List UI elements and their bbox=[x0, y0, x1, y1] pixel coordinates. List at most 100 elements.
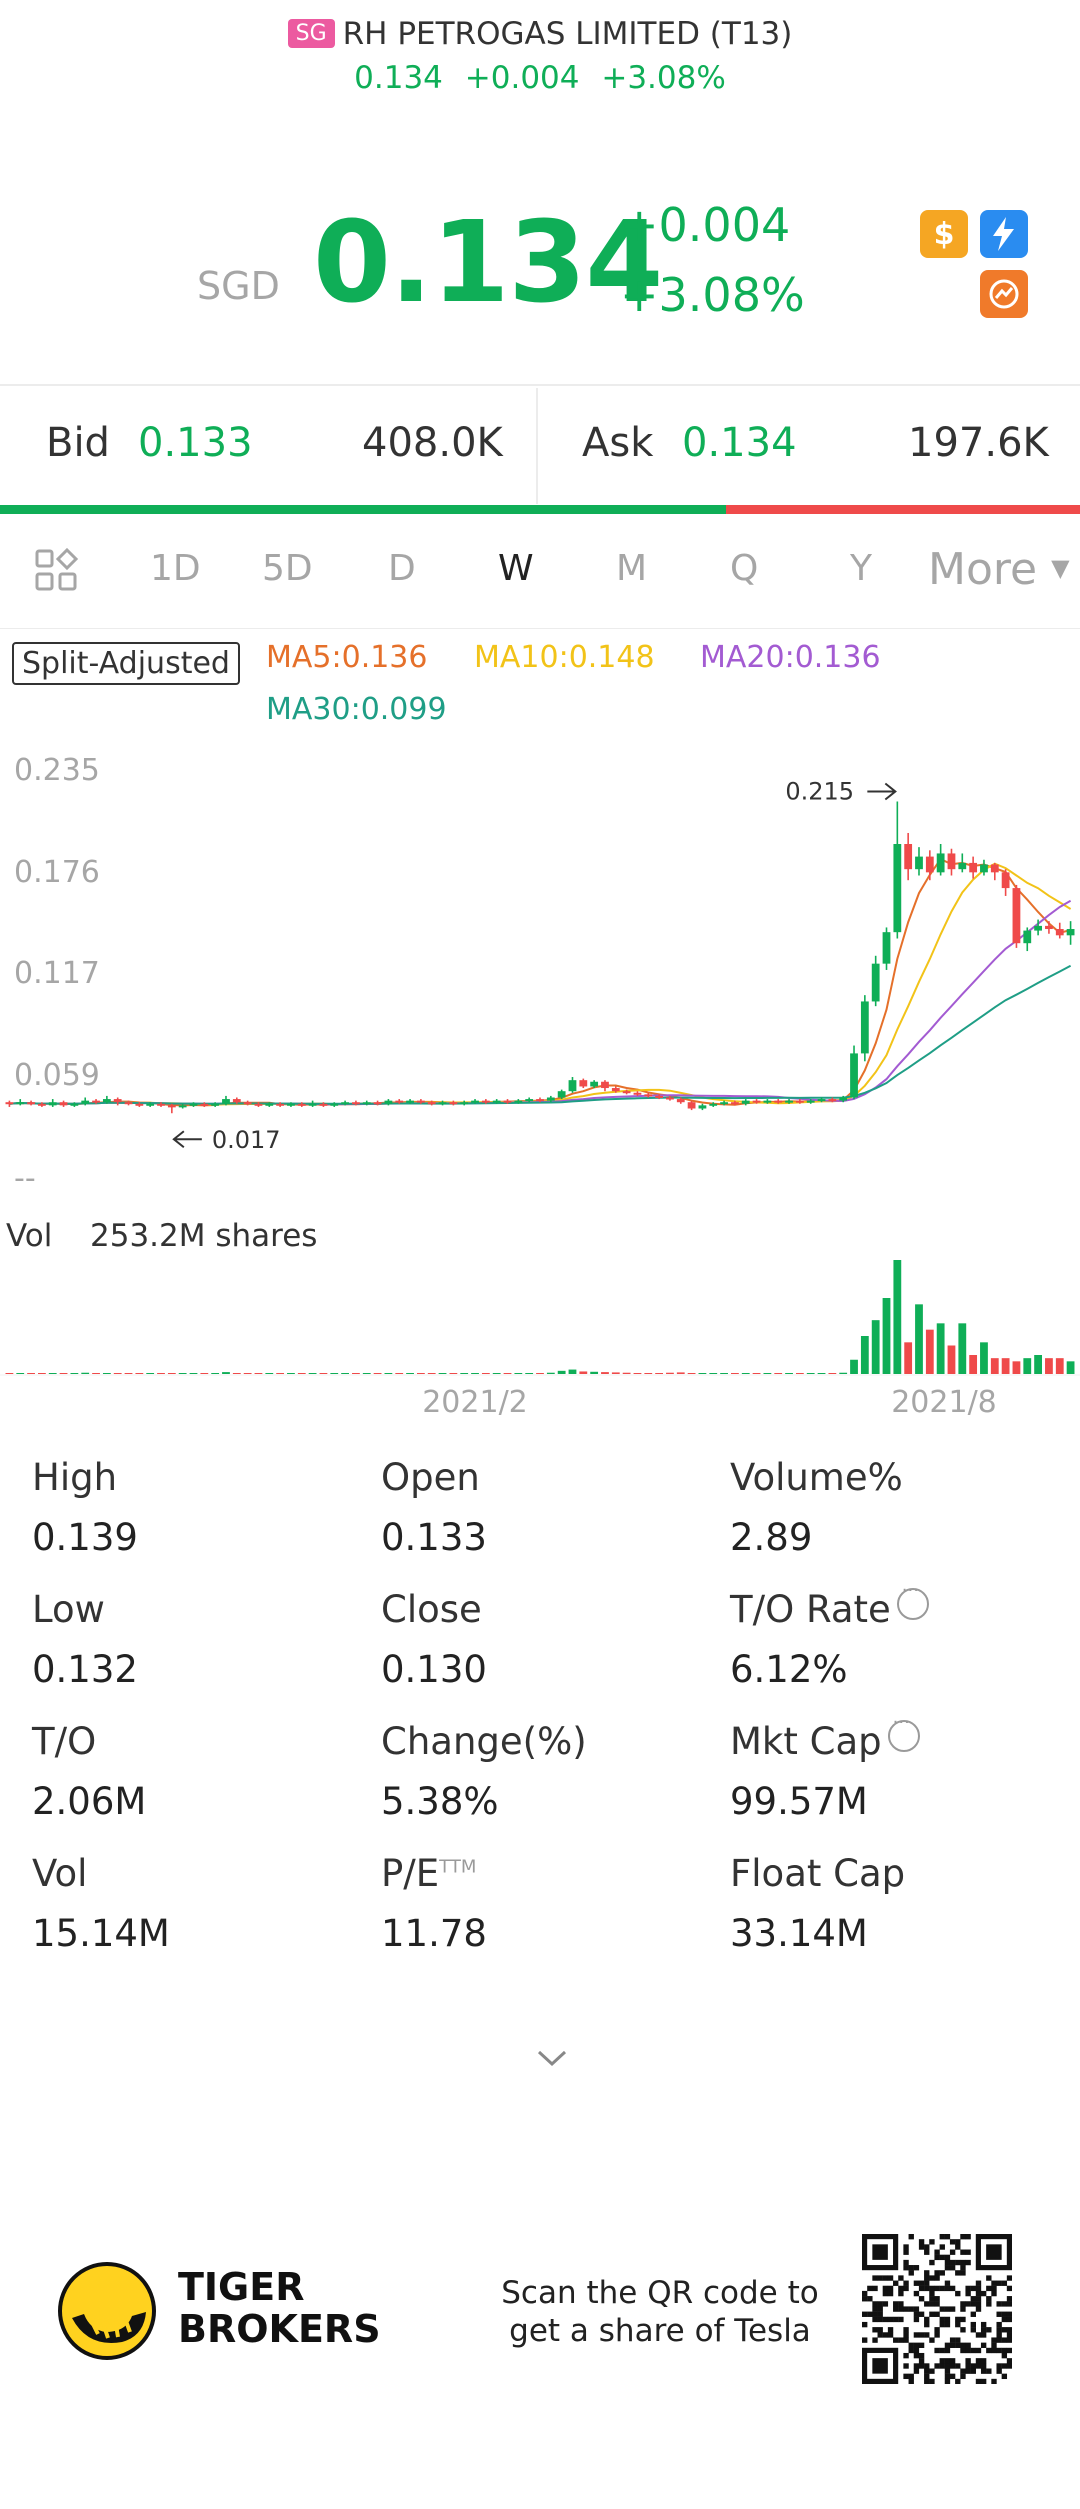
qr-module bbox=[965, 2301, 971, 2307]
qr-module bbox=[887, 2275, 894, 2281]
candle-body bbox=[48, 1102, 57, 1106]
volume-bar bbox=[915, 1304, 923, 1374]
candle-body bbox=[817, 1099, 826, 1102]
qr-module bbox=[949, 2239, 956, 2245]
qr-module bbox=[975, 2290, 982, 2297]
candle-body bbox=[514, 1100, 523, 1103]
volume-bar bbox=[1055, 1358, 1064, 1374]
qr-module bbox=[887, 2332, 894, 2338]
y-tick-label: 0.117 bbox=[14, 956, 100, 991]
ma10-line bbox=[9, 862, 1072, 1106]
candle-body bbox=[839, 1097, 848, 1101]
tab-d[interactable]: D bbox=[388, 548, 416, 589]
volume-bar bbox=[828, 1373, 837, 1374]
candle-body bbox=[427, 1102, 436, 1105]
qr-module bbox=[980, 2342, 987, 2348]
stat-label: Volume% bbox=[730, 1456, 903, 1499]
stat-value: 0.139 bbox=[32, 1516, 138, 1559]
candle-body bbox=[806, 1100, 815, 1103]
qr-module bbox=[970, 2347, 976, 2354]
candle-body bbox=[1055, 929, 1064, 936]
qr-module bbox=[1001, 2311, 1008, 2317]
candle-body bbox=[1023, 930, 1032, 944]
expand-chevron-icon[interactable] bbox=[536, 2048, 568, 2072]
qr-module bbox=[975, 2296, 982, 2302]
candle-body bbox=[828, 1099, 837, 1102]
qr-module bbox=[955, 2363, 961, 2369]
qr-module bbox=[939, 2244, 945, 2250]
candle-body bbox=[546, 1097, 555, 1101]
volume-bar bbox=[16, 1373, 25, 1374]
tab-y[interactable]: Y bbox=[850, 548, 872, 589]
tab-5d[interactable]: 5D bbox=[262, 548, 313, 589]
candle-body bbox=[655, 1095, 664, 1098]
qr-module bbox=[898, 2316, 904, 2323]
chart-layout-icon[interactable] bbox=[34, 547, 80, 598]
volume-bar bbox=[568, 1369, 577, 1374]
volume-bar bbox=[287, 1373, 295, 1374]
qr-module bbox=[918, 2285, 925, 2292]
qr-module bbox=[996, 2332, 1002, 2338]
dollar-badge-icon[interactable]: $ bbox=[920, 210, 968, 258]
divider bbox=[0, 384, 1080, 386]
split-adjusted-button[interactable]: Split-Adjusted bbox=[12, 642, 240, 685]
candle-body bbox=[795, 1100, 804, 1103]
volume-bar bbox=[373, 1373, 382, 1374]
volume-bar bbox=[38, 1373, 46, 1374]
qr-module bbox=[996, 2363, 1002, 2369]
ma30-label: MA30:0.099 bbox=[266, 692, 447, 727]
tab-m[interactable]: M bbox=[616, 548, 648, 589]
volume-bar bbox=[243, 1373, 252, 1374]
info-icon[interactable] bbox=[887, 1712, 920, 1752]
qr-module bbox=[924, 2280, 930, 2286]
qr-module bbox=[960, 2265, 966, 2271]
stat-label-text: Mkt Cap bbox=[730, 1720, 882, 1763]
currency-label: SGD bbox=[197, 264, 280, 308]
candle-body bbox=[904, 844, 913, 870]
candle-body bbox=[741, 1100, 750, 1104]
qr-module bbox=[882, 2275, 889, 2281]
qr-module bbox=[908, 2265, 914, 2271]
ask-strength-bar bbox=[726, 505, 1080, 514]
volume-bar bbox=[70, 1373, 79, 1374]
bid-ask-separator bbox=[536, 388, 538, 504]
lightning-level1-icon[interactable] bbox=[980, 210, 1028, 258]
stat-value: 99.57M bbox=[730, 1780, 868, 1823]
candle-body bbox=[687, 1102, 696, 1109]
price-chart[interactable]: 0.235 0.176 0.117 0.059 -- 2021/2 2021/8 0.21… bbox=[0, 740, 1080, 1430]
qr-module bbox=[934, 2285, 940, 2292]
options-badge-icon[interactable] bbox=[980, 270, 1028, 318]
stat-label-text: P/E bbox=[381, 1852, 440, 1895]
stock-title: SG RH PETROGAS LIMITED (T13) bbox=[0, 16, 1080, 52]
stat-label-text: High bbox=[32, 1456, 118, 1499]
qr-module bbox=[980, 2358, 987, 2364]
volume-bar bbox=[232, 1373, 241, 1374]
tab-q[interactable]: Q bbox=[730, 548, 759, 589]
qr-module bbox=[877, 2327, 883, 2333]
volume-bar bbox=[395, 1373, 404, 1374]
candle-body bbox=[406, 1100, 414, 1103]
candle-body bbox=[525, 1099, 534, 1102]
qr-module bbox=[944, 2363, 951, 2369]
qr-module bbox=[898, 2337, 904, 2343]
candle-body bbox=[319, 1103, 328, 1106]
qr-module bbox=[913, 2363, 920, 2369]
qr-module bbox=[1006, 2285, 1012, 2292]
qr-module bbox=[903, 2337, 909, 2343]
qr-module bbox=[960, 2327, 966, 2333]
candle-body bbox=[308, 1103, 317, 1106]
high-marker-label: 0.215 bbox=[785, 777, 854, 805]
ma20-label: MA20:0.136 bbox=[700, 640, 881, 675]
qr-module bbox=[924, 2332, 930, 2338]
volume-bar bbox=[741, 1373, 750, 1374]
qr-module bbox=[872, 2275, 878, 2281]
tab-more[interactable]: More ▼ bbox=[928, 544, 1070, 595]
tab-w[interactable]: W bbox=[498, 548, 534, 589]
low-marker-arrow bbox=[172, 1130, 202, 1149]
qr-code bbox=[862, 2234, 1012, 2384]
qr-module bbox=[918, 2239, 925, 2245]
candle-body bbox=[59, 1102, 68, 1106]
info-icon[interactable] bbox=[896, 1580, 929, 1620]
tab-1d[interactable]: 1D bbox=[150, 548, 201, 589]
qr-module bbox=[882, 2332, 889, 2338]
